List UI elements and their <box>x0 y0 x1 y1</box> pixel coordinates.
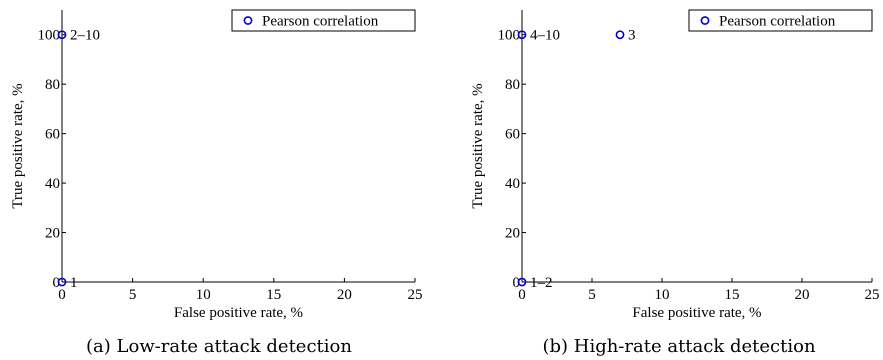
data-point <box>517 30 527 40</box>
x-tick-label: 0 <box>58 287 66 303</box>
y-tick-label: 0 <box>513 275 521 291</box>
y-tick-label: 40 <box>45 176 60 192</box>
x-axis-label: False positive rate, % <box>632 305 761 321</box>
panel-caption: (a) Low-rate attack detection <box>86 336 352 357</box>
point-label: 2–10 <box>70 28 100 44</box>
data-point <box>57 30 67 40</box>
legend-label: Pearson correlation <box>262 14 379 30</box>
x-tick-label: 5 <box>588 287 596 303</box>
point-label: 3 <box>628 28 636 44</box>
legend-label: Pearson correlation <box>719 14 836 30</box>
legend-marker <box>243 16 253 25</box>
legend-box <box>231 9 416 32</box>
legend-marker <box>700 16 710 25</box>
data-point <box>57 277 67 287</box>
y-tick-label: 0 <box>53 275 61 291</box>
panel-caption: (b) High-rate attack detection <box>542 336 815 357</box>
chart-panel-b: 0 5 10 15 20 25 0 20 40 60 80 100 False positive rat… <box>470 9 880 357</box>
x-tick-label: 20 <box>337 287 352 303</box>
y-axis-label: True positive rate, % <box>10 83 26 208</box>
y-tick-label: 60 <box>505 127 520 143</box>
y-tick-label: 100 <box>498 28 521 44</box>
x-tick-label: 25 <box>865 287 880 303</box>
data-point <box>517 277 527 287</box>
x-tick-label: 5 <box>129 287 137 303</box>
y-axis-label: True positive rate, % <box>470 83 486 208</box>
x-tick-label: 10 <box>196 287 211 303</box>
y-tick-label: 20 <box>45 226 60 242</box>
y-tick-label: 100 <box>38 28 61 44</box>
y-tick-label: 40 <box>505 176 520 192</box>
legend-box <box>688 9 873 32</box>
x-tick-label: 25 <box>408 287 423 303</box>
x-tick-label: 15 <box>725 287 740 303</box>
point-label: 4–10 <box>530 28 560 44</box>
y-tick-label: 20 <box>505 226 520 242</box>
y-tick-label: 80 <box>45 77 60 93</box>
point-label: 1–2 <box>530 275 553 291</box>
x-tick-label: 20 <box>795 287 810 303</box>
x-axis-label: False positive rate, % <box>174 305 303 321</box>
y-tick-label: 80 <box>505 77 520 93</box>
point-label: 1 <box>70 275 78 291</box>
data-point <box>615 30 625 40</box>
y-tick-label: 60 <box>45 127 60 143</box>
x-tick-label: 0 <box>518 287 526 303</box>
chart-panel-a: 0 5 10 15 20 25 0 20 40 60 80 100 False positive rat… <box>10 9 423 357</box>
x-tick-label: 10 <box>655 287 670 303</box>
x-tick-label: 15 <box>266 287 281 303</box>
